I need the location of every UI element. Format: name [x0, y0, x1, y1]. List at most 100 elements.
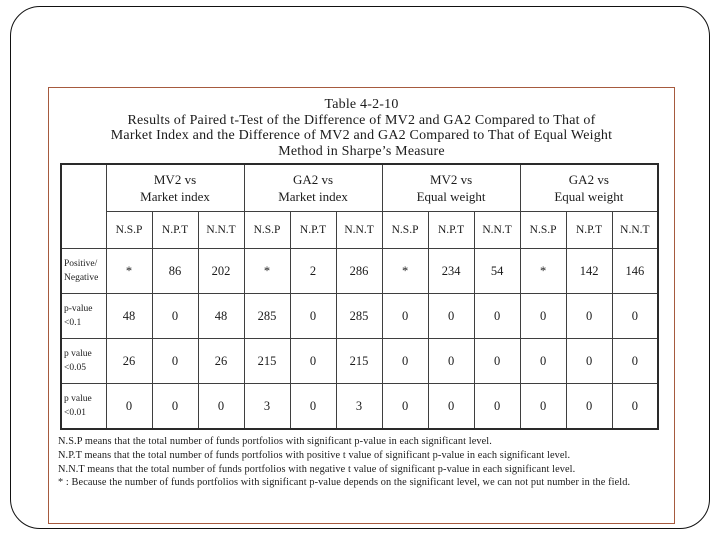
sub-header-row: N.S.P N.P.T N.N.T N.S.P N.P.T N.N.T N.S.…	[61, 211, 659, 249]
data-cell: 0	[611, 383, 659, 430]
table-row-pvalue-0-05: p value <0.05 26 0 26 215 0 215 0 0 0 0 …	[60, 338, 659, 384]
data-cell: 0	[565, 383, 613, 430]
data-cell: 26	[105, 338, 153, 384]
group-label-line: Market index	[278, 189, 348, 204]
row-label-line: Positive/	[64, 259, 98, 269]
data-cell: *	[243, 248, 291, 294]
sub-header-cell: N.P.T	[151, 211, 199, 249]
data-cell: 234	[427, 248, 475, 294]
table-title-line-2: Market Index and the Difference of MV2 a…	[110, 128, 613, 143]
sub-header-cell: N.N.T	[473, 211, 521, 249]
data-cell: 0	[611, 338, 659, 384]
data-cell: 0	[289, 293, 337, 339]
data-cell: 286	[335, 248, 383, 294]
data-cell: 0	[427, 338, 475, 384]
sub-header-cell: N.P.T	[289, 211, 337, 249]
data-cell: 146	[611, 248, 659, 294]
row-label-line: <0.05	[64, 363, 86, 373]
data-cell: 0	[381, 338, 429, 384]
data-cell: 0	[427, 293, 475, 339]
column-group-mv2-equal: MV2 vs Equal weight	[381, 163, 521, 212]
data-cell: 0	[473, 383, 521, 430]
data-cell: 215	[243, 338, 291, 384]
group-label-line: GA2 vs	[293, 172, 334, 187]
group-label-line: MV2 vs	[429, 172, 473, 187]
table-row-pvalue-0-01: p value <0.01 0 0 0 3 0 3 0 0 0 0 0 0	[60, 383, 659, 430]
sub-header-cell: N.N.T	[197, 211, 245, 249]
data-cell: 0	[151, 383, 199, 430]
sub-header-cell: N.S.P	[105, 211, 153, 249]
column-group-mv2-market: MV2 vs Market index	[105, 163, 245, 212]
sub-header-cell: N.S.P	[243, 211, 291, 249]
sub-header-cell: N.N.T	[611, 211, 659, 249]
data-cell: 48	[197, 293, 245, 339]
sub-header-cell: N.S.P	[519, 211, 567, 249]
data-cell: 0	[473, 338, 521, 384]
data-cell: 142	[565, 248, 613, 294]
data-cell: 0	[197, 383, 245, 430]
data-cell: 0	[289, 338, 337, 384]
row-label-cell: p value <0.01	[60, 383, 107, 430]
row-label-line: <0.01	[64, 408, 86, 418]
sub-header-cell: N.P.T	[427, 211, 475, 249]
row-label-line: p-value	[64, 304, 93, 314]
footnotes-block: N.S.P means that the total number of fun…	[58, 435, 670, 490]
data-cell: 0	[289, 383, 337, 430]
data-cell: 0	[565, 338, 613, 384]
row-label-cell: p value <0.05	[60, 338, 107, 384]
data-cell: 86	[151, 248, 199, 294]
row-label-cell: Positive/ Negative	[60, 248, 107, 294]
slide-border-frame	[10, 6, 710, 529]
data-cell: 48	[105, 293, 153, 339]
data-cell: 0	[519, 338, 567, 384]
table-row-pvalue-0-1: p-value <0.1 48 0 48 285 0 285 0 0 0 0 0…	[60, 293, 659, 339]
data-cell: 285	[335, 293, 383, 339]
data-cell: 0	[381, 383, 429, 430]
data-cell: 2	[289, 248, 337, 294]
data-cell: 0	[611, 293, 659, 339]
data-cell: *	[519, 248, 567, 294]
data-cell: 3	[243, 383, 291, 430]
sub-header-cell: N.P.T	[565, 211, 613, 249]
table-panel: Table 4-2-10 Results of Paired t-Test of…	[48, 87, 675, 524]
table-number: Table 4-2-10	[324, 97, 399, 112]
data-cell: 0	[519, 383, 567, 430]
table-title-block: Table 4-2-10 Results of Paired t-Test of…	[49, 88, 674, 159]
column-group-ga2-market: GA2 vs Market index	[243, 163, 383, 212]
data-cell: 0	[427, 383, 475, 430]
footnote-asterisk: * : Because the number of funds portfoli…	[58, 477, 631, 489]
group-label-line: Equal weight	[416, 189, 486, 204]
sub-header-cell: N.N.T	[335, 211, 383, 249]
table-title-line-3: Method in Sharpe’s Measure	[278, 143, 445, 159]
column-group-header-row: MV2 vs Market index GA2 vs Market index …	[60, 163, 659, 249]
footnote-nsp: N.S.P means that the total number of fun…	[58, 436, 492, 447]
data-cell: 0	[473, 293, 521, 339]
data-cell: 26	[197, 338, 245, 384]
group-label-line: Market index	[140, 189, 210, 204]
data-cell: 285	[243, 293, 291, 339]
sub-header-cell: N.S.P	[381, 211, 429, 249]
data-cell: 202	[197, 248, 245, 294]
row-label-line: p value	[64, 349, 92, 359]
data-cell: 0	[519, 293, 567, 339]
group-label-line: GA2 vs	[568, 172, 609, 187]
results-table: MV2 vs Market index GA2 vs Market index …	[60, 163, 660, 430]
column-group-ga2-equal: GA2 vs Equal weight	[519, 163, 659, 212]
data-cell: 215	[335, 338, 383, 384]
row-label-line: <0.1	[64, 318, 82, 328]
data-cell: 54	[473, 248, 521, 294]
table-row-positive-negative: Positive/ Negative * 86 202 * 2 286 * 23…	[60, 248, 659, 294]
footnote-npt: N.P.T means that the total number of fun…	[58, 449, 571, 461]
row-label-line: p value	[64, 394, 92, 404]
footnote-nnt: N.N.T means that the total number of fun…	[58, 463, 576, 475]
data-cell: 0	[381, 293, 429, 339]
data-cell: *	[381, 248, 429, 294]
table-title-line-1: Results of Paired t-Test of the Differen…	[127, 112, 596, 128]
data-cell: 0	[151, 338, 199, 384]
data-cell: 0	[565, 293, 613, 339]
row-label-cell: p-value <0.1	[60, 293, 107, 339]
corner-cell	[60, 163, 107, 249]
group-label-line: MV2 vs	[153, 172, 197, 187]
data-cell: 0	[151, 293, 199, 339]
data-cell: 3	[335, 383, 383, 430]
